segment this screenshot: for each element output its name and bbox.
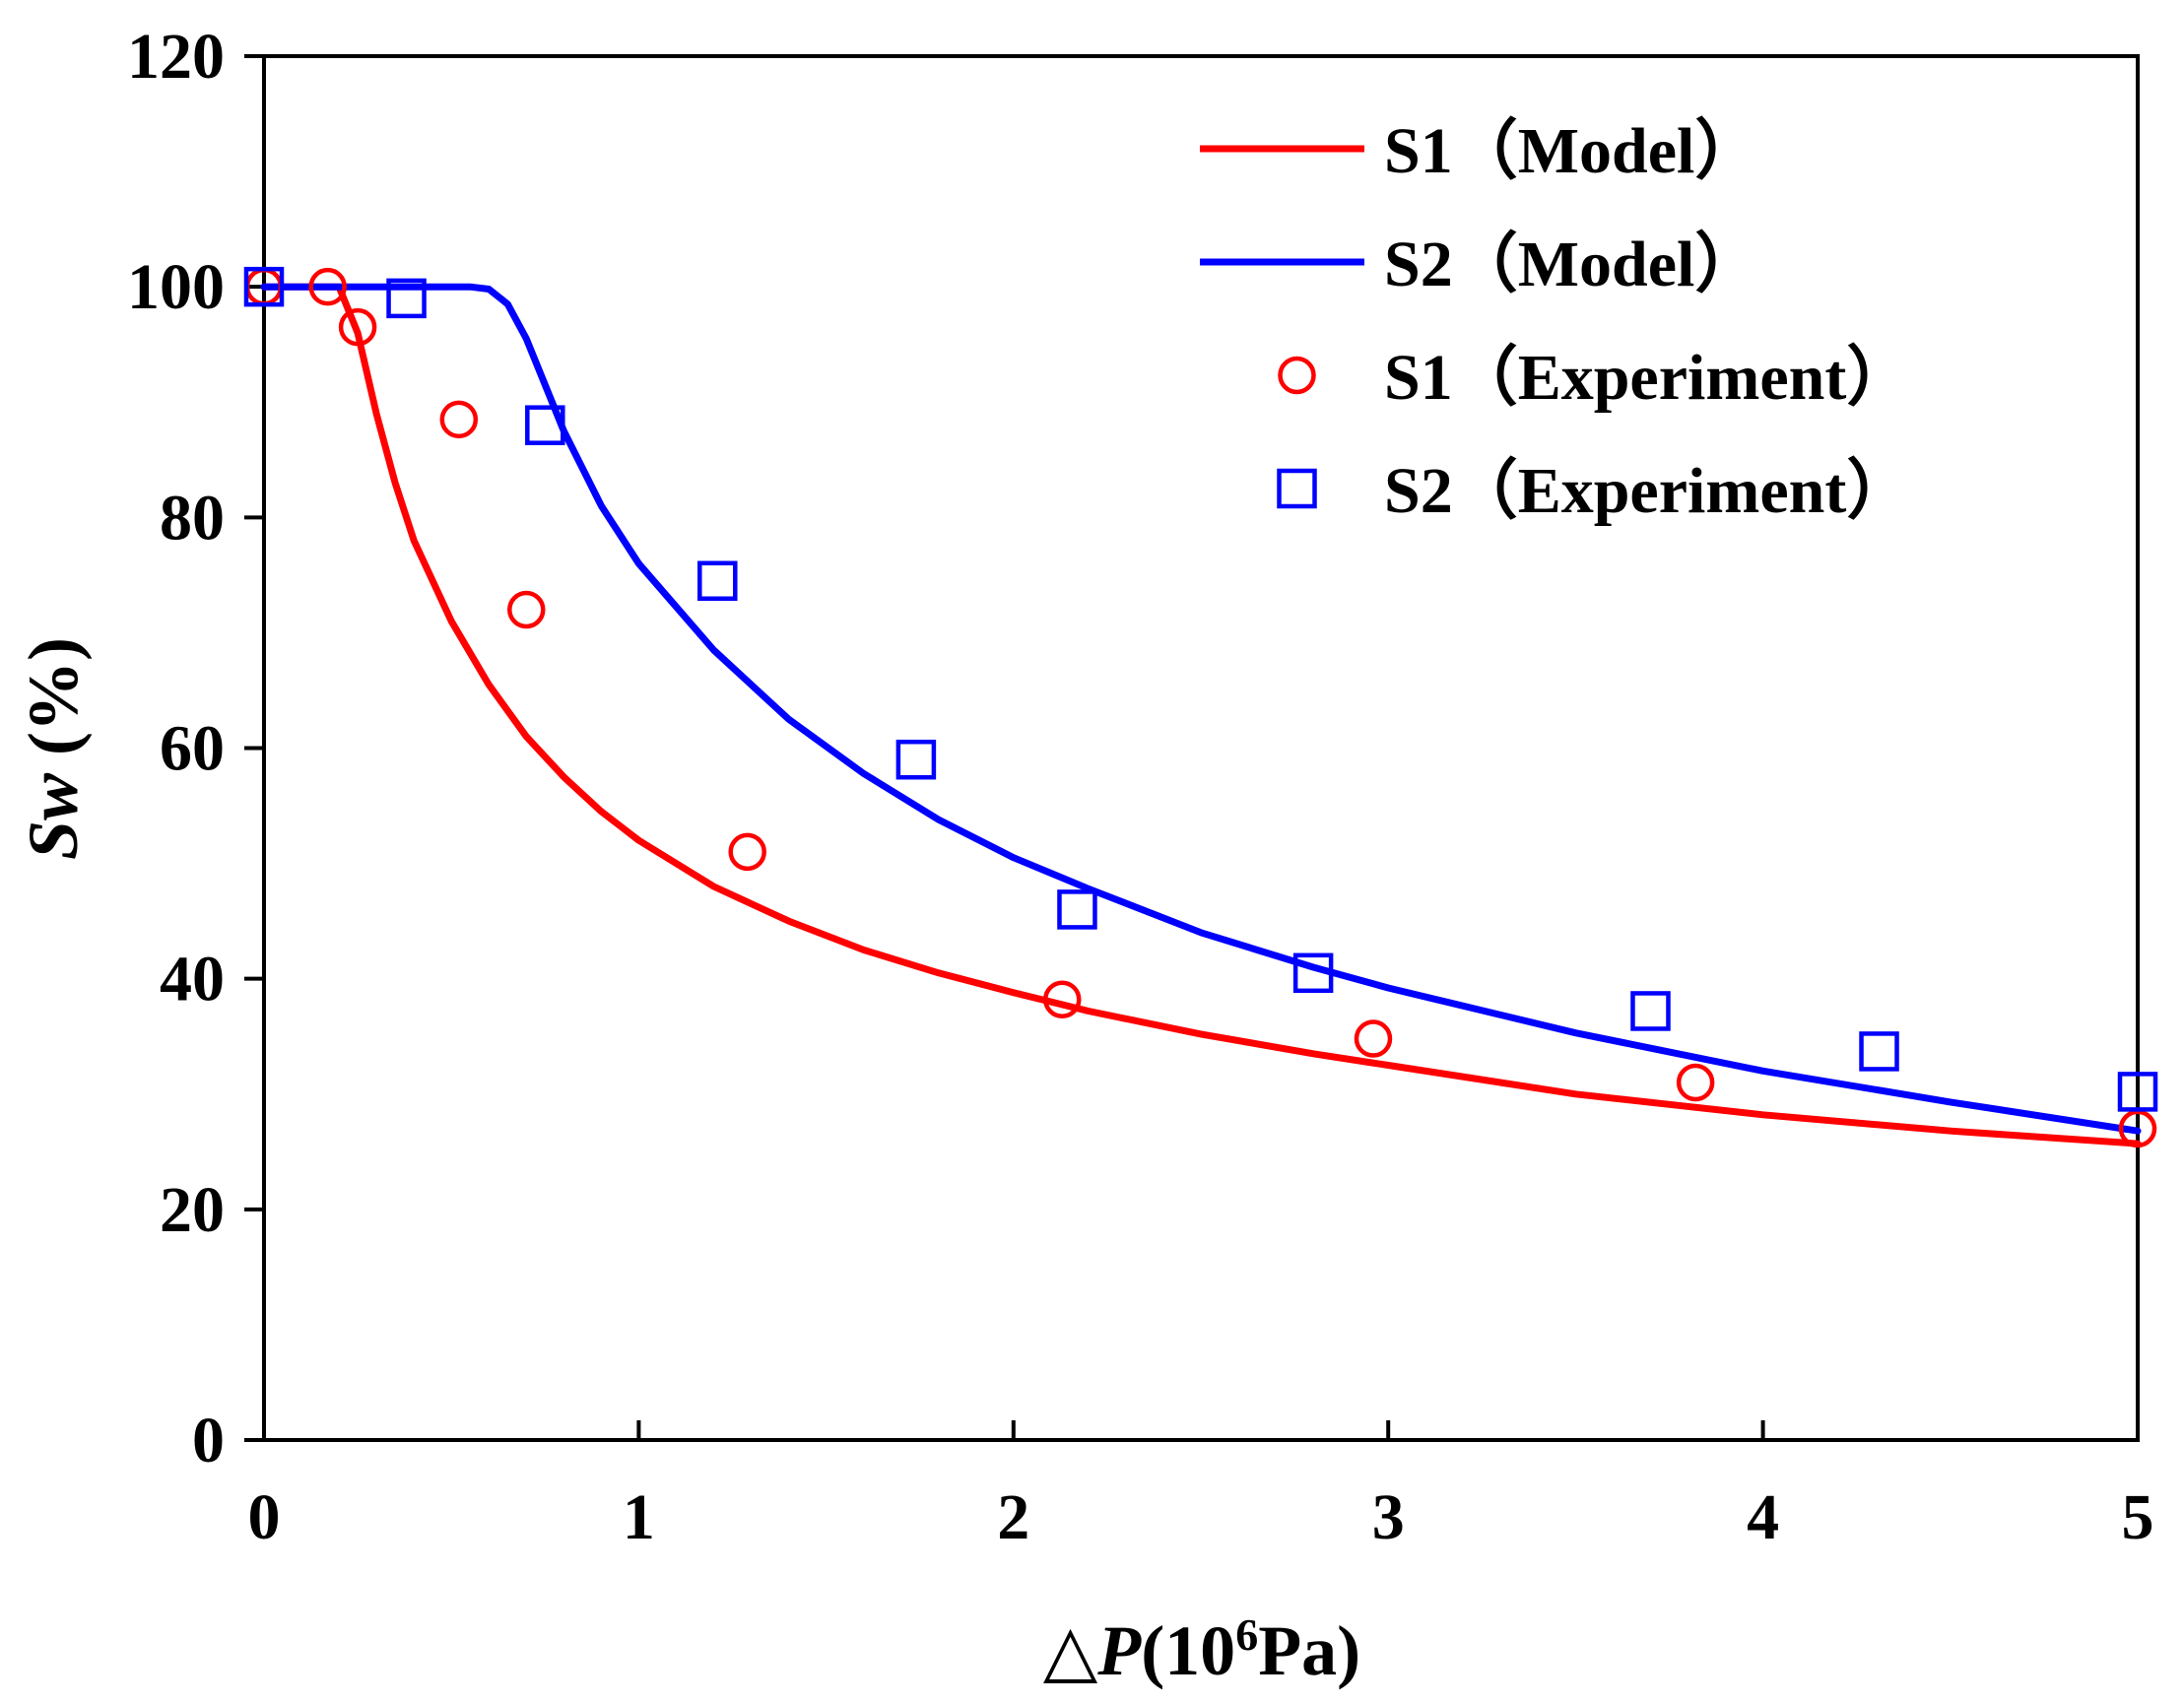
series-line-s1-model [260, 283, 2142, 1147]
data-point-s2-experiment [386, 278, 427, 319]
legend-swatch-square [1277, 468, 1317, 509]
x-tick-label: 5 [2122, 1481, 2154, 1553]
data-point-s1-experiment [1676, 1063, 1715, 1102]
x-axis-unit-post: Pa) [1258, 1611, 1360, 1690]
x-tick-label: 4 [1747, 1481, 1779, 1553]
series-line-s2-model [260, 283, 2142, 1135]
legend-label: S1（Model） [1384, 114, 1759, 187]
y-tick-label: 60 [160, 713, 225, 785]
data-point-s2-experiment [2117, 1072, 2158, 1112]
data-point-s1-experiment [1354, 1019, 1393, 1058]
y-axis-variable: Sw [14, 772, 93, 860]
x-axis-symbol: △ [1043, 1611, 1098, 1690]
data-point-s1-experiment [308, 267, 347, 306]
x-axis-variable: P [1096, 1611, 1142, 1690]
y-tick-label: 100 [127, 251, 225, 323]
data-point-s1-experiment [338, 307, 377, 347]
data-point-s1-experiment [507, 590, 546, 629]
x-axis-title: △P(106Pa) [1043, 1609, 1360, 1691]
legend-label: S2（Experiment） [1384, 454, 1911, 527]
data-point-s2-experiment [895, 739, 937, 780]
data-point-s2-experiment [1859, 1031, 1899, 1072]
y-tick-label: 80 [160, 482, 225, 554]
legend: S1（Model） S2（Model） S1（Experiment） S2（Exper… [1200, 114, 1911, 527]
y-tick-label: 40 [160, 944, 225, 1016]
y-tick-label: 0 [192, 1405, 225, 1476]
x-axis-unit-pre: (10 [1141, 1611, 1235, 1690]
data-point-s1-experiment [1043, 980, 1082, 1018]
data-point-s1-experiment [439, 400, 479, 439]
x-tick-label: 2 [997, 1481, 1029, 1553]
data-point-s2-experiment [697, 560, 738, 601]
y-tick-label: 120 [127, 21, 225, 93]
data-point-s1-experiment [728, 832, 766, 872]
series-layer [243, 266, 2158, 1148]
data-point-s2-experiment [1292, 952, 1334, 994]
legend-swatch-circle [1278, 356, 1316, 395]
data-point-s2-experiment [525, 405, 565, 445]
x-tick-label: 0 [248, 1481, 281, 1553]
x-axis-exponent: 6 [1235, 1609, 1258, 1660]
data-point-s1-experiment [2118, 1109, 2157, 1148]
y-axis-title: Sw (%) [14, 637, 93, 860]
data-point-s2-experiment [1630, 991, 1671, 1031]
legend-label: S1（Experiment） [1384, 341, 1911, 414]
x-tick-label: 1 [623, 1481, 655, 1553]
y-tick-label: 20 [160, 1174, 225, 1246]
x-tick-label: 3 [1372, 1481, 1405, 1553]
data-point-s2-experiment [243, 266, 285, 307]
y-axis-unit: (%) [14, 637, 93, 773]
axes-layer: 0 20 40 60 80 100 120 0 1 2 3 4 5 [127, 21, 2154, 1553]
data-point-s2-experiment [1057, 889, 1097, 930]
legend-label: S2（Model） [1384, 228, 1759, 300]
